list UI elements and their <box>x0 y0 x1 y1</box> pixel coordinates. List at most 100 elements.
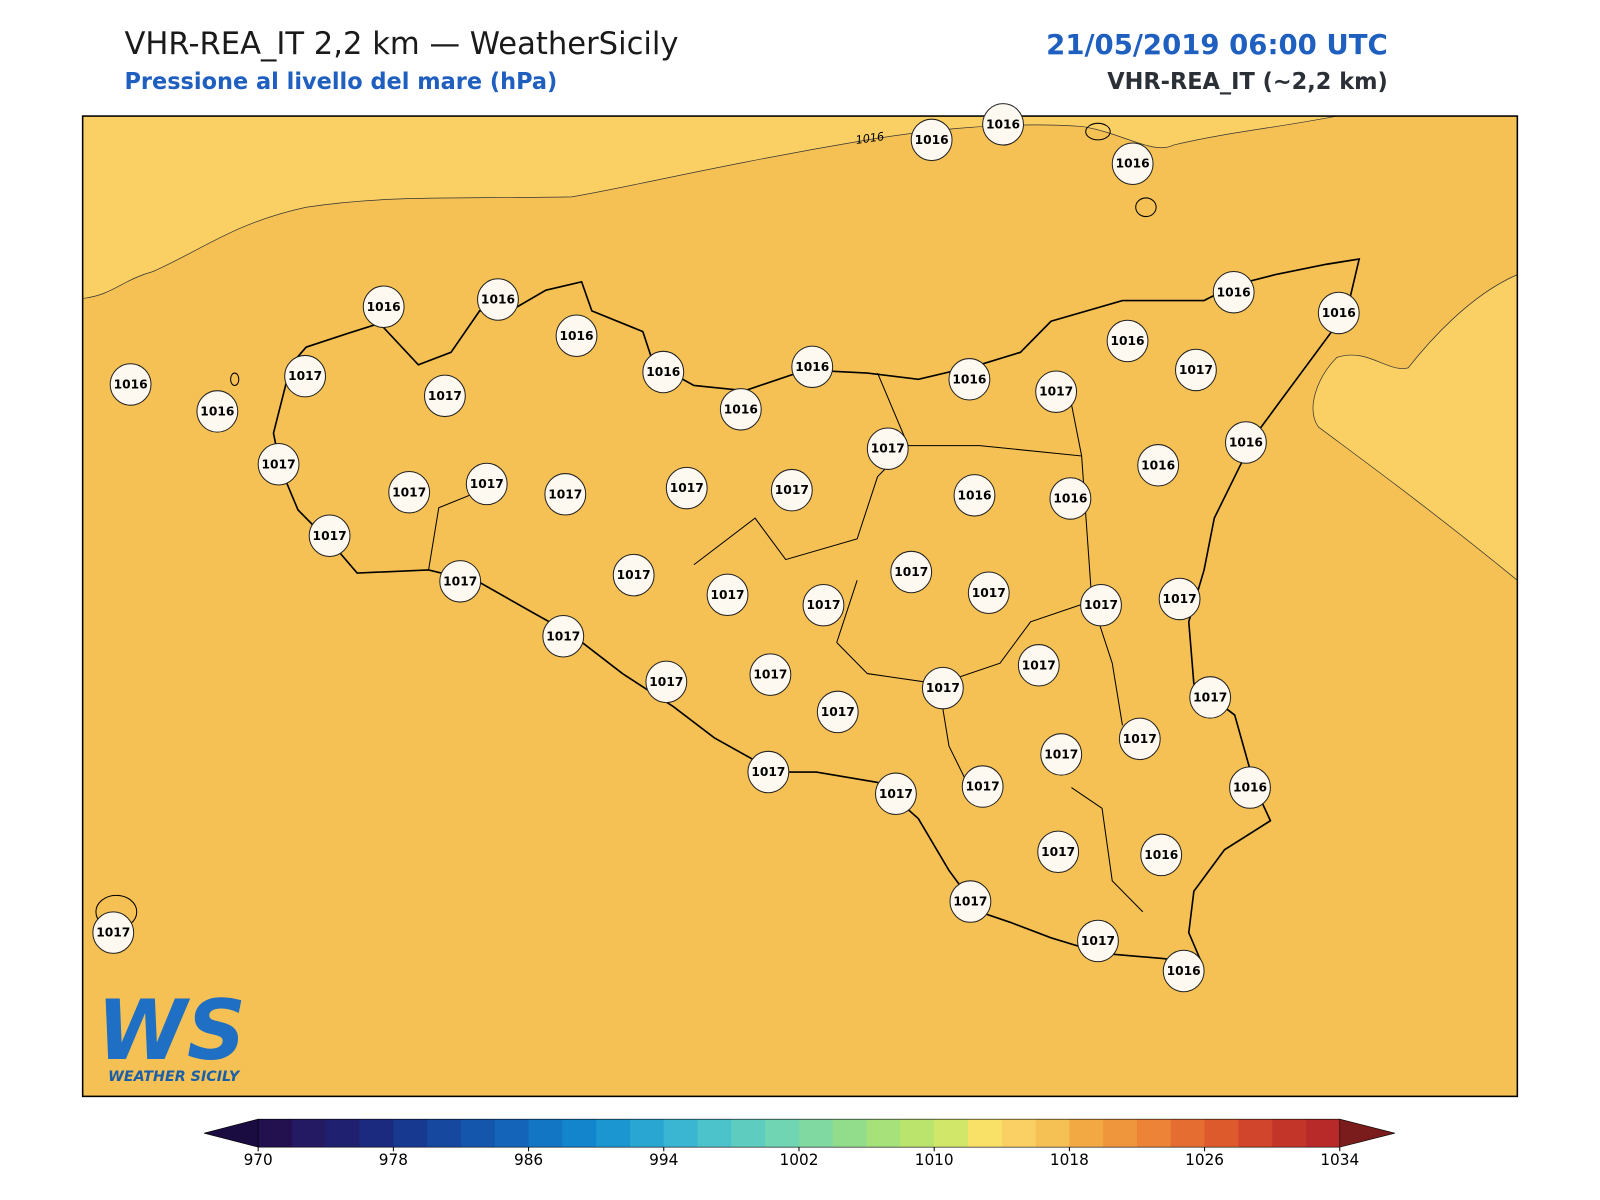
station-marker <box>1040 733 1083 776</box>
station-value: 1016 <box>1144 848 1178 862</box>
station: 1017 <box>544 473 587 516</box>
station: 1017 <box>816 690 859 734</box>
station-marker <box>770 468 813 512</box>
station-value: 1017 <box>1084 598 1118 612</box>
station-value: 1017 <box>288 369 322 383</box>
colorbar-bin <box>967 1119 1003 1148</box>
colorbar-bin <box>291 1119 327 1148</box>
station-marker <box>92 911 135 954</box>
station-marker <box>439 560 482 603</box>
station-value: 1017 <box>1163 592 1197 606</box>
station-value: 1016 <box>795 360 829 374</box>
colorbar-extend-min <box>204 1118 259 1148</box>
station: 1017 <box>542 615 585 658</box>
station-value: 1016 <box>646 365 680 379</box>
station: 1017 <box>706 573 749 617</box>
station: 1016 <box>1229 766 1271 809</box>
station: 1017 <box>257 443 300 486</box>
station-marker <box>109 363 152 406</box>
station-value: 1016 <box>1167 964 1201 978</box>
station: 1017 <box>875 772 917 816</box>
station: 1016 <box>719 388 762 431</box>
station-marker <box>949 880 992 923</box>
colorbar-bin <box>731 1119 766 1148</box>
station-value: 1017 <box>926 681 960 695</box>
station: 1017 <box>921 666 964 710</box>
station: 1017 <box>1080 583 1122 627</box>
station: 1017 <box>284 354 327 398</box>
station-marker <box>665 466 708 510</box>
station-marker <box>1111 142 1154 185</box>
station-value: 1017 <box>262 457 296 471</box>
station-marker <box>257 443 300 486</box>
station: 1017 <box>1189 676 1232 719</box>
station: 1017 <box>423 374 466 418</box>
colorbar: 970 978 986 994 1002 1010 1018 1026 1034 <box>204 1118 1395 1169</box>
colorbar-tick-label: 1034 <box>1320 1151 1359 1169</box>
station-marker <box>1035 370 1078 413</box>
station-marker <box>1140 833 1183 877</box>
station-marker <box>284 354 327 398</box>
station-value: 1016 <box>957 488 991 502</box>
station-marker <box>1080 583 1122 627</box>
station-marker <box>967 571 1010 614</box>
station-marker <box>910 118 953 162</box>
station-marker <box>1162 949 1205 993</box>
colorbar-tick-label: 1026 <box>1185 1151 1224 1169</box>
station-marker <box>982 103 1024 146</box>
pressure-field <box>82 116 1518 1097</box>
colorbar-tick-label: 994 <box>649 1151 678 1169</box>
station-value: 1017 <box>1123 732 1157 746</box>
station: 1017 <box>665 466 708 510</box>
station-value: 1016 <box>1141 458 1175 472</box>
model: VHR-REA_IT (~2,2 km) <box>1107 69 1388 95</box>
station: 1017 <box>308 514 351 557</box>
station-value: 1017 <box>1179 363 1213 377</box>
station-value: 1017 <box>966 779 1000 793</box>
station-marker <box>1175 348 1217 392</box>
station-marker <box>388 470 431 514</box>
station-value: 1017 <box>751 765 785 779</box>
station: 1017 <box>439 560 482 603</box>
station-value: 1017 <box>753 668 787 682</box>
island <box>1085 122 1111 141</box>
station-value: 1016 <box>1116 157 1150 171</box>
station: 1016 <box>555 314 598 357</box>
station: 1017 <box>1077 919 1119 963</box>
colorbar-bin <box>663 1119 698 1148</box>
station-value: 1017 <box>443 574 477 588</box>
station-value: 1017 <box>894 565 928 579</box>
colorbar-bin <box>359 1119 394 1148</box>
station-value: 1017 <box>806 598 840 612</box>
station-value: 1016 <box>114 377 148 391</box>
colorbar-tick-label: 978 <box>379 1151 408 1169</box>
station-value: 1017 <box>1044 747 1078 761</box>
coastline <box>272 258 1361 965</box>
station-marker <box>645 660 688 704</box>
station-marker <box>802 583 845 627</box>
colorbar-bin <box>798 1119 834 1148</box>
station-marker <box>362 285 405 328</box>
station-marker <box>948 358 991 401</box>
station-value: 1017 <box>96 926 130 940</box>
station-marker <box>1106 319 1149 363</box>
station: 1017 <box>747 750 790 794</box>
station-marker <box>719 388 762 431</box>
datetime: 21/05/2019 06:00 UTC <box>1046 28 1388 61</box>
station-value: 1016 <box>481 292 515 306</box>
station: 1017 <box>92 911 135 954</box>
station: 1017 <box>1175 348 1217 392</box>
station-marker <box>196 390 239 433</box>
station-marker <box>1189 676 1232 719</box>
station-marker <box>961 765 1004 808</box>
colorbar-bin <box>1170 1119 1205 1148</box>
station: 1016 <box>1162 949 1205 993</box>
station: 1017 <box>388 470 431 514</box>
station-value: 1017 <box>428 389 462 403</box>
station-marker <box>791 345 834 389</box>
station-value: 1017 <box>871 442 905 456</box>
colorbar-bin <box>460 1119 496 1148</box>
station-value: 1016 <box>1053 491 1087 505</box>
colorbar-bin <box>1238 1119 1273 1148</box>
